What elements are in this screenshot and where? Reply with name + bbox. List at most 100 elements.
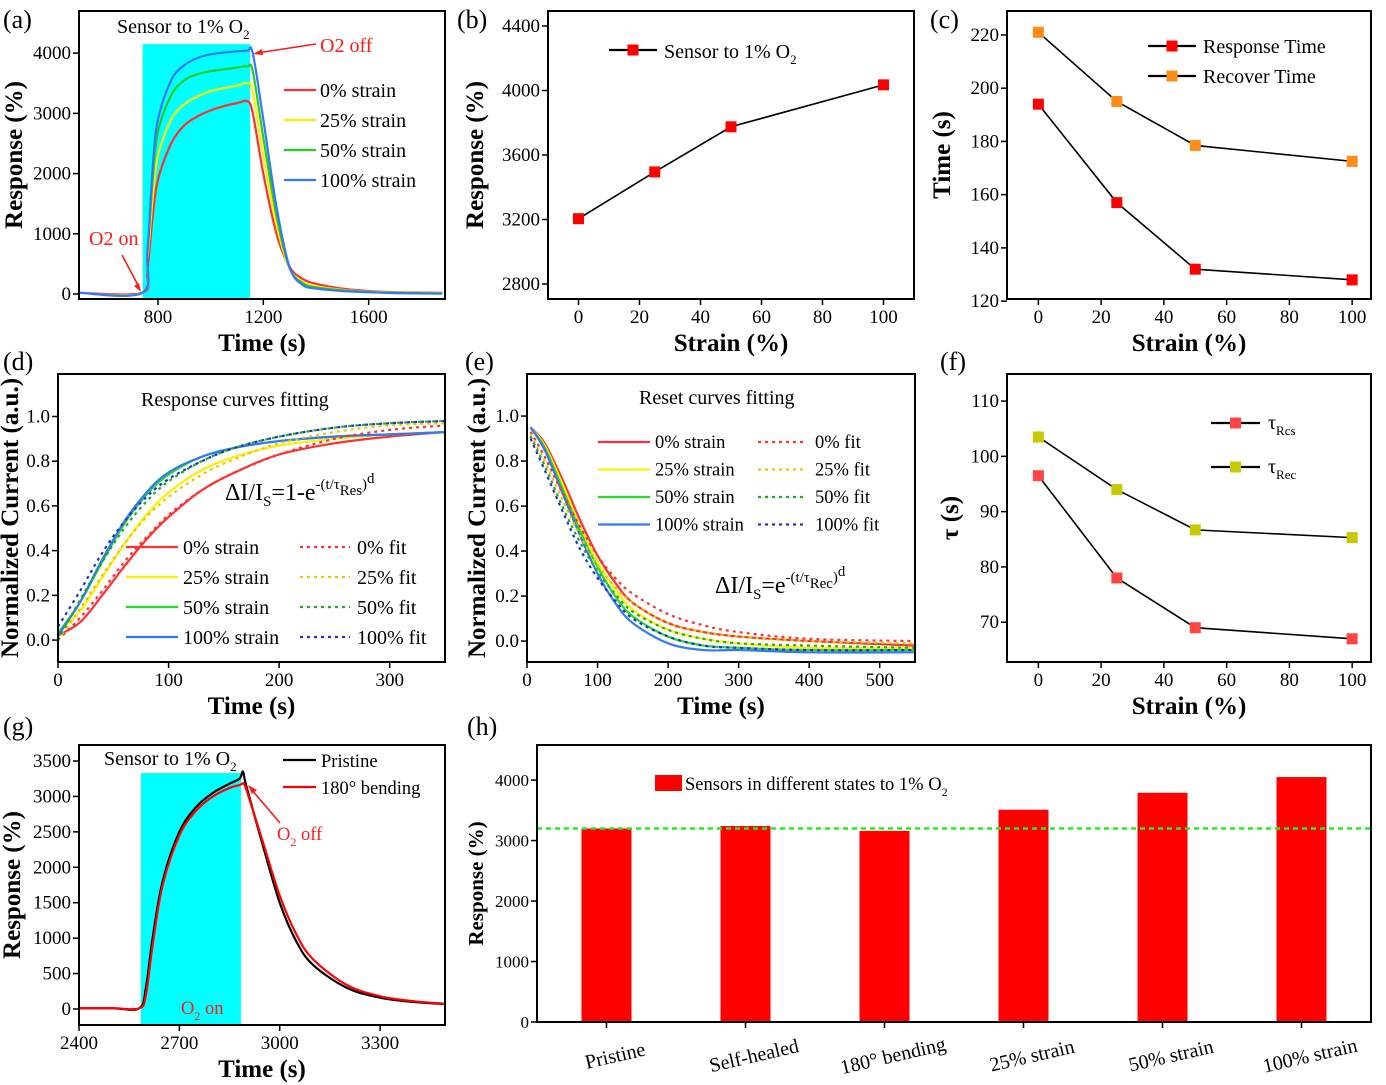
y-tick-label: 0: [521, 1013, 530, 1032]
y-tick-label: 3000: [495, 832, 529, 851]
series-line: [58, 424, 445, 641]
series-line: [79, 99, 443, 296]
y-axis-title: Response (%): [464, 821, 488, 945]
plot-area: [58, 419, 445, 641]
y-tick-label: 80: [980, 557, 999, 578]
y-tick-label: 1.0: [26, 406, 50, 427]
x-tick-label: 2700: [160, 1033, 198, 1054]
category-label: 100% strain: [1261, 1035, 1360, 1078]
y-tick-label: 0.4: [495, 541, 519, 562]
equation-part: ΔI/I: [225, 480, 263, 506]
series-line: [1037, 103, 1353, 281]
bar: [720, 826, 771, 1022]
panel-title: Sensor to 1% O2: [117, 16, 250, 42]
arrow-head: [248, 785, 257, 794]
equation-part: d: [367, 471, 375, 487]
series-line: [79, 782, 444, 1011]
x-tick-label: 100: [869, 307, 898, 328]
y-tick-label: 0: [62, 999, 72, 1020]
x-tick-label: 200: [265, 670, 294, 691]
y-tick-label: 3000: [33, 103, 71, 124]
equation-part: ): [833, 570, 838, 586]
x-tick-label: 0: [574, 307, 584, 328]
y-axis-title: Normalized Current (a.u.): [464, 378, 491, 658]
subscript: 2: [942, 785, 948, 799]
y-tick-label: 0.8: [495, 451, 519, 472]
x-tick-label: 300: [375, 670, 404, 691]
x-tick-label: 400: [795, 670, 824, 691]
series-line: [529, 433, 915, 645]
y-tick-label: 2000: [33, 164, 71, 185]
series-line: [1037, 475, 1353, 640]
x-tick-label: 60: [752, 307, 771, 328]
panel-title: Sensor to 1% O2: [104, 748, 237, 774]
equation-part: =1-e: [271, 480, 315, 506]
series-line: [58, 419, 445, 628]
y-tick-label: 120: [971, 291, 1000, 312]
x-axis-title: Strain (%): [674, 330, 789, 357]
legend-marker: [1230, 417, 1241, 429]
plot-area: [1037, 436, 1353, 640]
category-label: 50% strain: [1127, 1036, 1216, 1077]
series-line: [529, 426, 915, 654]
data-point: [1346, 633, 1358, 645]
x-tick-label: 200: [654, 670, 683, 691]
x-axis-title: Strain (%): [1132, 330, 1247, 357]
y-tick-label: 0.4: [26, 541, 50, 562]
x-tick-label: 1200: [244, 307, 282, 328]
y-axis-title: Normalized Current (a.u.): [0, 378, 24, 658]
y-tick-label: 3000: [33, 786, 71, 807]
legend-label: 50% strain: [183, 597, 269, 619]
series-line: [1037, 31, 1353, 163]
equation-part: Rec: [810, 576, 834, 592]
plot-area: [537, 777, 1371, 1022]
legend-label: 100% strain: [183, 627, 279, 649]
series-line: [529, 435, 915, 649]
x-tick-label: 60: [1217, 307, 1236, 328]
data-point: [1111, 484, 1123, 496]
category-label: 25% strain: [988, 1036, 1077, 1077]
y-tick-label: 0.6: [26, 496, 50, 517]
panel-title: Reset curves fitting: [639, 387, 795, 409]
y-tick-label: 0: [62, 284, 72, 305]
y-axis-title: Response (%): [1, 81, 28, 229]
x-tick-label: 2400: [60, 1033, 98, 1054]
bar: [859, 830, 910, 1022]
y-tick-label: 0.0: [495, 631, 519, 652]
y-axis-title: Response (%): [462, 81, 489, 229]
data-point: [1346, 532, 1358, 544]
y-tick-label: 2800: [502, 274, 540, 295]
legend-label: 25% fit: [357, 567, 417, 589]
y-tick-label: 4000: [495, 771, 529, 790]
legend-label: 25% strain: [655, 461, 735, 481]
arrow: [256, 43, 317, 54]
plot-frame: [57, 373, 446, 663]
legend-marker: [627, 44, 639, 56]
legend-label: 100% strain: [320, 170, 416, 192]
panel-e: (e) 0.0 0.2 0.4 0.6 0.8 1.0 0 100 200 300 400 500 Tim…: [464, 347, 916, 720]
x-tick-label: 80: [1280, 307, 1299, 328]
equation-part: -(t/τ: [786, 570, 810, 586]
legend-label: 50% fit: [357, 597, 417, 619]
x-tick-label: 60: [1217, 670, 1236, 691]
panel-label: (c): [930, 5, 959, 34]
y-tick-label: 220: [971, 25, 1000, 46]
legend-label: 25% strain: [183, 567, 269, 589]
category-label: Pristine: [583, 1039, 648, 1074]
subscript: Rcs: [1276, 423, 1296, 438]
plot-area: [529, 426, 915, 654]
series-line: [58, 422, 445, 641]
plot-frame: [536, 744, 1372, 1023]
y-tick-label: 3500: [33, 751, 71, 772]
legend-label: Response Time: [1203, 36, 1326, 58]
o2-on-label: O2 on: [181, 999, 224, 1023]
legend-label: τRec: [1268, 456, 1296, 482]
x-axis-title: Time (s): [677, 693, 765, 720]
arrow-head: [134, 283, 141, 292]
legend-label: Sensor to 1% O2: [664, 41, 797, 67]
x-tick-label: 100: [583, 670, 612, 691]
series-line: [58, 419, 445, 641]
x-tick-label: 20: [1092, 670, 1111, 691]
data-point: [1111, 572, 1123, 584]
